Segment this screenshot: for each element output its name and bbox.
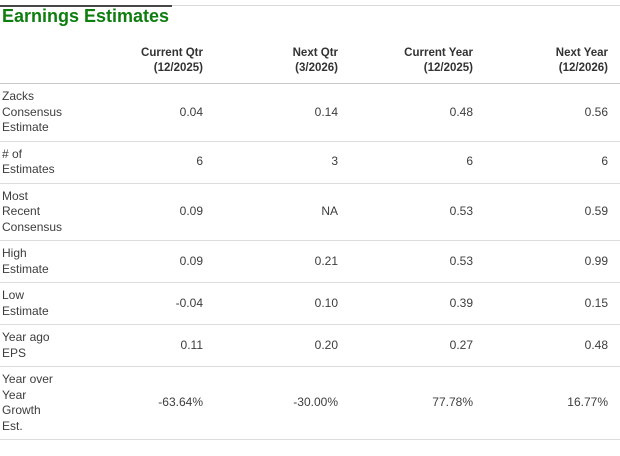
- row-label: High Estimate: [0, 240, 80, 283]
- cell-value: 0.48: [350, 83, 485, 142]
- corner-cell: [0, 34, 80, 84]
- cell-value: 0.59: [485, 183, 620, 241]
- cell-value: 0.21: [215, 240, 350, 283]
- cell-value: 0.20: [215, 324, 350, 367]
- column-header-3: Current Year (12/2025): [350, 34, 485, 84]
- cell-value: -0.04: [80, 282, 215, 325]
- cell-value: 16.77%: [485, 366, 620, 440]
- table-row: Zacks Consensus Estimate 0.04 0.14 0.48 0.56: [0, 83, 620, 142]
- table-row: High Estimate 0.09 0.21 0.53 0.99: [0, 240, 620, 283]
- page-title: Earnings Estimates: [2, 6, 170, 26]
- cell-value: 0.53: [350, 240, 485, 283]
- cell-value: 0.39: [350, 282, 485, 325]
- header-row: Current Qtr (12/2025) Next Qtr (3/2026) Cu…: [0, 34, 620, 84]
- cell-value: 3: [215, 141, 350, 184]
- column-header-4: Next Year (12/2026): [485, 34, 620, 84]
- cell-value: 0.11: [80, 324, 215, 367]
- cell-value: 0.09: [80, 183, 215, 241]
- cell-value: -63.64%: [80, 366, 215, 440]
- table-row: Low Estimate -0.04 0.10 0.39 0.15: [0, 282, 620, 325]
- cell-value: 6: [350, 141, 485, 184]
- row-label: Zacks Consensus Estimate: [0, 83, 80, 142]
- cell-value: 0.27: [350, 324, 485, 367]
- top-border-light-segment: [0, 5, 620, 6]
- cell-value: 6: [80, 141, 215, 184]
- cell-value: 0.14: [215, 83, 350, 142]
- cell-value: 0.99: [485, 240, 620, 283]
- column-header-2: Next Qtr (3/2026): [215, 34, 350, 84]
- cell-value: 6: [485, 141, 620, 184]
- top-border-dark-segment: [0, 5, 172, 7]
- cell-value: 0.09: [80, 240, 215, 283]
- table-row: Most Recent Consensus 0.09 NA 0.53 0.59: [0, 183, 620, 241]
- table-row: # of Estimates 6 3 6 6: [0, 141, 620, 184]
- column-header-1: Current Qtr (12/2025): [80, 34, 215, 84]
- cell-value: 0.04: [80, 83, 215, 142]
- cell-value: 0.53: [350, 183, 485, 241]
- widget-top-border: [0, 5, 620, 7]
- row-label: Year ago EPS: [0, 324, 80, 367]
- cell-value: -30.00%: [215, 366, 350, 440]
- cell-value: 77.78%: [350, 366, 485, 440]
- table-row: Year ago EPS 0.11 0.20 0.27 0.48: [0, 324, 620, 367]
- row-label: Year over Year Growth Est.: [0, 366, 80, 440]
- row-label: Most Recent Consensus: [0, 183, 80, 241]
- table-row: Year over Year Growth Est. -63.64% -30.00%…: [0, 366, 620, 440]
- cell-value: 0.56: [485, 83, 620, 142]
- row-label: Low Estimate: [0, 282, 80, 325]
- cell-value: NA: [215, 183, 350, 241]
- earnings-estimates-table: Current Qtr (12/2025) Next Qtr (3/2026) Cu…: [0, 34, 620, 440]
- cell-value: 0.48: [485, 324, 620, 367]
- cell-value: 0.10: [215, 282, 350, 325]
- row-label: # of Estimates: [0, 141, 80, 184]
- cell-value: 0.15: [485, 282, 620, 325]
- table-body: Zacks Consensus Estimate 0.04 0.14 0.48 0.56…: [0, 83, 620, 440]
